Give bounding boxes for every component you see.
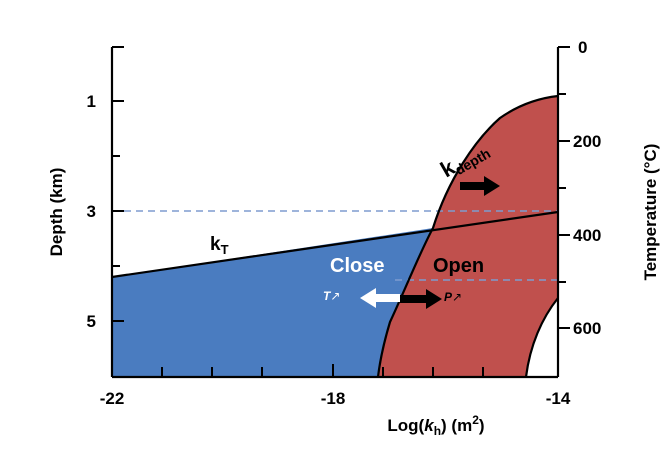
open-arrow	[400, 289, 442, 309]
t-arrow-label: T↗	[323, 289, 340, 303]
bottom-ticks	[111, 364, 559, 377]
x-tick-label: -18	[321, 389, 346, 408]
left-tick-label: 3	[87, 202, 96, 221]
right-tick-label: 200	[573, 132, 601, 151]
close-arrow	[360, 288, 400, 308]
white-pocket	[526, 298, 558, 377]
p-arrow-label: P↗	[444, 290, 462, 304]
kt-line	[111, 210, 559, 279]
right-ticks	[558, 46, 570, 329]
kdepth-arrow	[460, 176, 500, 196]
x-tick-label: -14	[546, 389, 571, 408]
right-tick-label: 400	[573, 226, 601, 245]
kdepth-curve	[376, 94, 559, 378]
right-tick-label: 0	[578, 38, 587, 57]
left-ticks	[112, 46, 124, 322]
right-axis-title: Temperature (°C)	[641, 144, 660, 281]
left-tick-label: 1	[87, 92, 96, 111]
close-label: Close	[330, 255, 384, 277]
open-label: Open	[433, 255, 484, 277]
x-tick-label: -22	[100, 389, 125, 408]
kt-label: kT	[210, 234, 229, 257]
open-region	[378, 96, 558, 377]
lower-right-curve	[524, 297, 559, 378]
x-axis-title: Log(kh) (m2)	[387, 413, 484, 438]
right-tick-label: 600	[573, 319, 601, 338]
left-tick-label: 5	[87, 312, 96, 331]
left-axis-title: Depth (km)	[47, 168, 66, 257]
